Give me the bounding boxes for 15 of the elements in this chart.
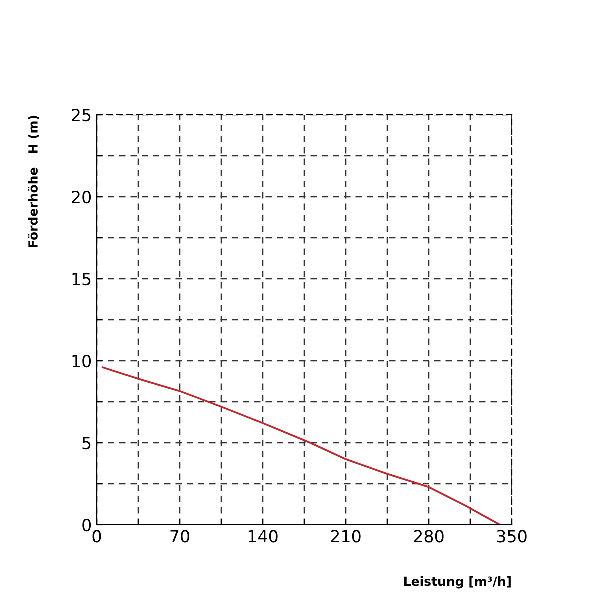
x-tick-label: 210 xyxy=(331,530,361,543)
y-tick-label: 20 xyxy=(72,190,92,204)
x-tick-label: 350 xyxy=(497,530,527,543)
line-series xyxy=(102,366,502,525)
y-axis-title: Förderhöhe H (m) xyxy=(28,116,40,248)
x-tick-label: 70 xyxy=(170,530,190,543)
y-tick-label: 10 xyxy=(72,354,92,368)
x-tick-label: 280 xyxy=(414,530,444,543)
y-tick-label: 5 xyxy=(82,437,91,450)
y-tick-label: 25 xyxy=(72,108,91,122)
x-tick-label: 140 xyxy=(248,530,278,543)
x-axis-title: Leistung [m³/h] xyxy=(404,576,511,589)
x-tick-label: 0 xyxy=(92,530,102,543)
y-tick-label: 15 xyxy=(72,273,91,286)
y-tick-label: 0 xyxy=(82,518,92,532)
